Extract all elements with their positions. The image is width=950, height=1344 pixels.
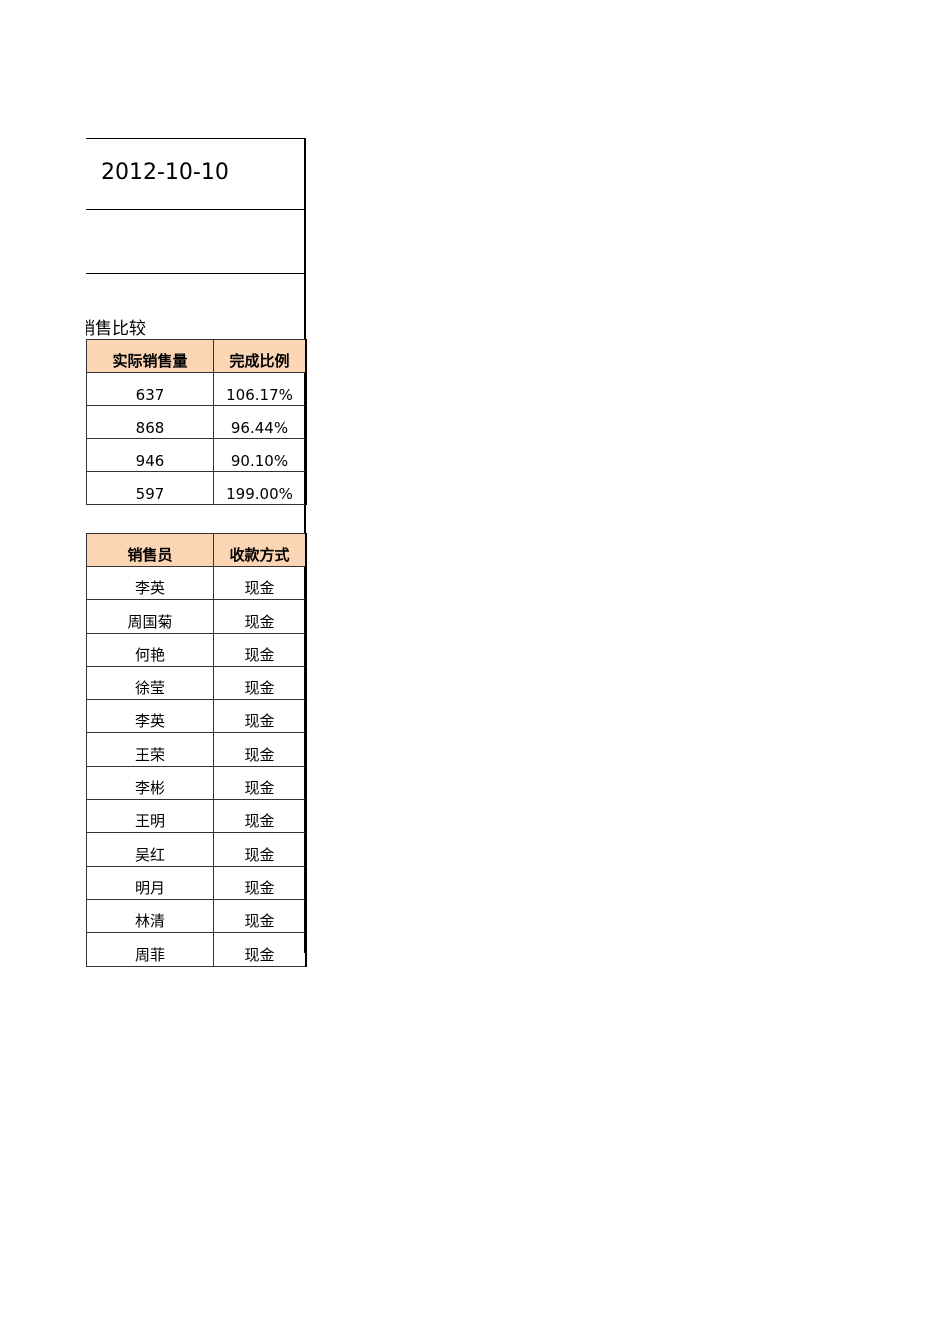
table-row: 明月 现金 [86,865,307,900]
table-cell: 李彬 [86,765,214,801]
table-cell: 周国菊 [86,599,214,634]
table-cell: 96.44% [213,405,307,439]
table-row: 王荣 现金 [86,732,307,767]
table-cell: 现金 [213,932,307,967]
header-actual-sales: 实际销售量 [86,339,214,373]
top-border [86,138,306,139]
header-payment-method: 收款方式 [213,533,307,567]
table-cell: 徐莹 [86,665,214,701]
table-cell: 李英 [86,699,214,734]
table-cell: 868 [86,405,214,439]
table-row: 林清 现金 [86,898,307,934]
table-cell: 现金 [213,699,307,734]
table-cell: 吴红 [86,832,214,867]
table-row: 周菲 现金 [86,932,307,967]
table-cell: 现金 [213,599,307,634]
salesperson-table: 销售员 收款方式 李英 现金 周国菊 现金 何艳 现金 徐莹 现金 李英 现金 王荣 现金 李彬 现金 王明… [86,533,307,967]
section-title: 销售比较 [86,312,306,338]
table-row: 李英 现金 [86,565,307,601]
date-cell: 2012-10-10 [101,160,229,185]
table-cell: 王明 [86,799,214,834]
table-row: 597 199.00% [86,471,307,505]
table-row: 吴红 现金 [86,832,307,867]
table-cell: 林清 [86,898,214,934]
table-cell: 现金 [213,832,307,867]
table-cell: 现金 [213,898,307,934]
table-cell: 946 [86,438,214,472]
table-cell: 现金 [213,865,307,900]
table-row: 何艳 现金 [86,632,307,667]
header-completion-ratio: 完成比例 [213,339,307,373]
table-row: 王明 现金 [86,799,307,834]
table-row: 李彬 现金 [86,765,307,801]
table-cell: 199.00% [213,471,307,505]
table-cell: 李英 [86,565,214,601]
table-row: 周国菊 现金 [86,599,307,634]
table-cell: 597 [86,471,214,505]
table-row: 868 96.44% [86,405,307,439]
table-row: 946 90.10% [86,438,307,472]
row-divider [86,273,306,274]
table-cell: 637 [86,372,214,406]
table-cell: 90.10% [213,438,307,472]
table-cell: 现金 [213,565,307,601]
table-cell: 106.17% [213,372,307,406]
table-cell: 现金 [213,799,307,834]
table-cell: 周菲 [86,932,214,967]
table-cell: 现金 [213,665,307,701]
table-row: 李英 现金 [86,699,307,734]
table-cell: 现金 [213,732,307,767]
table-cell: 现金 [213,765,307,801]
table-cell: 王荣 [86,732,214,767]
table-row: 徐莹 现金 [86,665,307,701]
table-cell: 明月 [86,865,214,900]
section-title-text: 销售比较 [86,319,146,338]
table-cell: 何艳 [86,632,214,667]
header-salesperson: 销售员 [86,533,214,567]
row-divider [86,209,306,210]
table-row: 637 106.17% [86,372,307,406]
sales-comparison-table: 实际销售量 完成比例 637 106.17% 868 96.44% 946 90.10% 5… [86,339,307,505]
table-cell: 现金 [213,632,307,667]
